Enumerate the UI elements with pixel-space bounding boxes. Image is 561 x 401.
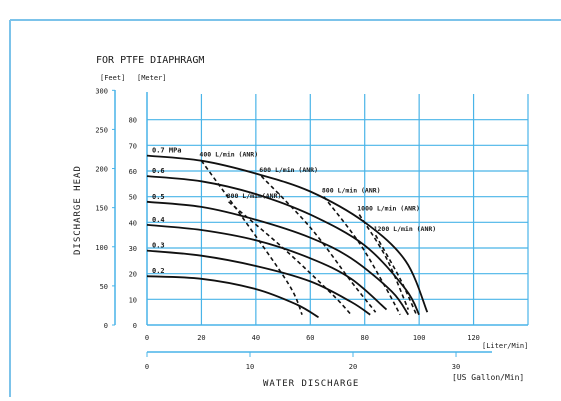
air-flow-curve-label: 800 L/min (ANR) xyxy=(322,187,381,195)
air-flow-curve xyxy=(228,201,352,316)
air-flow-curve xyxy=(323,196,401,316)
image-frame xyxy=(9,19,561,397)
pressure-curve xyxy=(146,249,371,316)
feet-unit-label: [Feet] xyxy=(100,74,125,82)
meter-tick-label: 10 xyxy=(129,296,137,304)
pressure-curve-label: 0.3 xyxy=(152,242,165,250)
pressure-curve-label: 0.7 MPa xyxy=(152,147,182,155)
lpm-tick-label: 120 xyxy=(467,334,480,342)
air-flow-curve-label: 800 L/min(ANR) xyxy=(227,192,282,200)
feet-tick-label: 100 xyxy=(95,244,108,252)
gpm-tick-label: 0 xyxy=(145,363,149,371)
air-flow-curve xyxy=(260,175,377,313)
meter-tick-label: 20 xyxy=(129,271,137,279)
pressure-curve-label: 0.6 xyxy=(152,167,165,175)
meter-unit-label: [Meter] xyxy=(137,74,167,82)
feet-tick-label: 300 xyxy=(95,87,108,95)
meter-tick-label: 40 xyxy=(129,219,137,227)
pressure-curve-label: 0.5 xyxy=(152,193,165,201)
meter-tick-label: 80 xyxy=(129,117,137,125)
air-flow-curve-label: 600 L/min (ANR) xyxy=(259,166,318,174)
lpm-unit-label: [Liter/Min] xyxy=(482,342,528,350)
feet-tick-label: 200 xyxy=(95,166,108,174)
pressure-curve xyxy=(146,224,388,311)
gpm-unit-label: [US Gallon/Min] xyxy=(452,373,524,382)
pressure-curve-label: 0.4 xyxy=(152,216,165,224)
air-flow-curve xyxy=(358,214,410,310)
gpm-tick-label: 10 xyxy=(246,363,254,371)
air-flow-curve xyxy=(374,234,418,316)
chart-title: FOR PTFE DIAPHRAGM xyxy=(96,55,204,66)
feet-tick-label: 250 xyxy=(95,126,108,134)
lpm-tick-label: 80 xyxy=(360,334,368,342)
lpm-tick-label: 0 xyxy=(145,334,149,342)
x-axis-title: WATER DISCHARGE xyxy=(263,379,359,389)
feet-tick-label: 150 xyxy=(95,205,108,213)
air-flow-curve-label: 1200 L/min (ANR) xyxy=(374,225,437,233)
meter-tick-label: 30 xyxy=(129,245,137,253)
pressure-curve xyxy=(146,200,410,316)
lpm-tick-label: 100 xyxy=(413,334,426,342)
gpm-tick-label: 20 xyxy=(349,363,357,371)
air-flow-curve-label: 1000 L/min (ANR) xyxy=(357,205,420,213)
lpm-tick-label: 40 xyxy=(252,334,260,342)
air-flow-curve-label: 400 L/min (ANR) xyxy=(199,151,258,159)
y-axis-title: DISCHARGE HEAD xyxy=(73,165,83,255)
pressure-curve xyxy=(146,275,319,319)
feet-tick-label: 50 xyxy=(100,283,108,291)
grid xyxy=(147,94,529,325)
meter-tick-label: 50 xyxy=(129,194,137,202)
pressure-curve xyxy=(146,175,420,316)
gpm-tick-label: 30 xyxy=(452,363,460,371)
meter-tick-label: 0 xyxy=(133,322,137,330)
flow-curves: 400 L/min (ANR)600 L/min (ANR) 800 L/min … xyxy=(199,151,437,316)
meter-tick-label: 70 xyxy=(129,142,137,150)
pressure-curve-label: 0.2 xyxy=(152,267,165,275)
lpm-tick-label: 20 xyxy=(197,334,205,342)
lpm-tick-label: 60 xyxy=(306,334,314,342)
air-flow-curve xyxy=(200,160,303,316)
meter-tick-label: 60 xyxy=(129,168,137,176)
feet-tick-label: 0 xyxy=(104,322,108,330)
